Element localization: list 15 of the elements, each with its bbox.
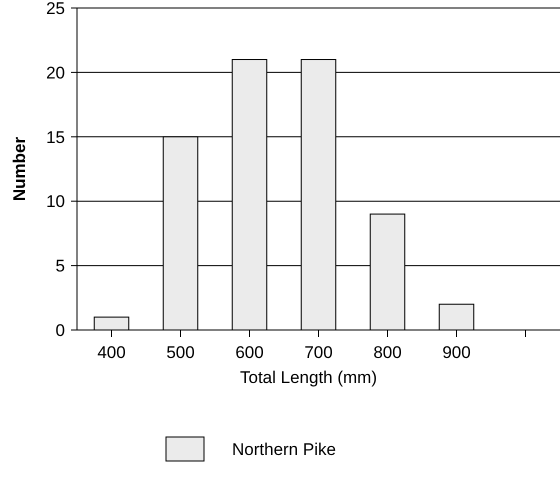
y-tick-label: 25 — [46, 0, 65, 18]
y-tick-label: 15 — [46, 128, 65, 147]
x-tick-label: 400 — [97, 343, 126, 362]
legend-label: Northern Pike — [232, 440, 336, 459]
y-tick-label: 20 — [46, 63, 65, 82]
y-tick-label: 5 — [56, 256, 65, 276]
y-axis-title: Number — [10, 136, 29, 202]
x-tick-label: 900 — [442, 343, 471, 362]
x-tick-label: 800 — [373, 343, 402, 362]
x-axis-title: Total Length (mm) — [240, 368, 377, 387]
x-tick-label: 500 — [166, 343, 195, 362]
y-tick-label: 0 — [56, 320, 65, 340]
y-tick-label: 10 — [46, 192, 65, 212]
x-tick-label: 700 — [304, 343, 333, 362]
x-tick-label: 600 — [235, 343, 264, 362]
